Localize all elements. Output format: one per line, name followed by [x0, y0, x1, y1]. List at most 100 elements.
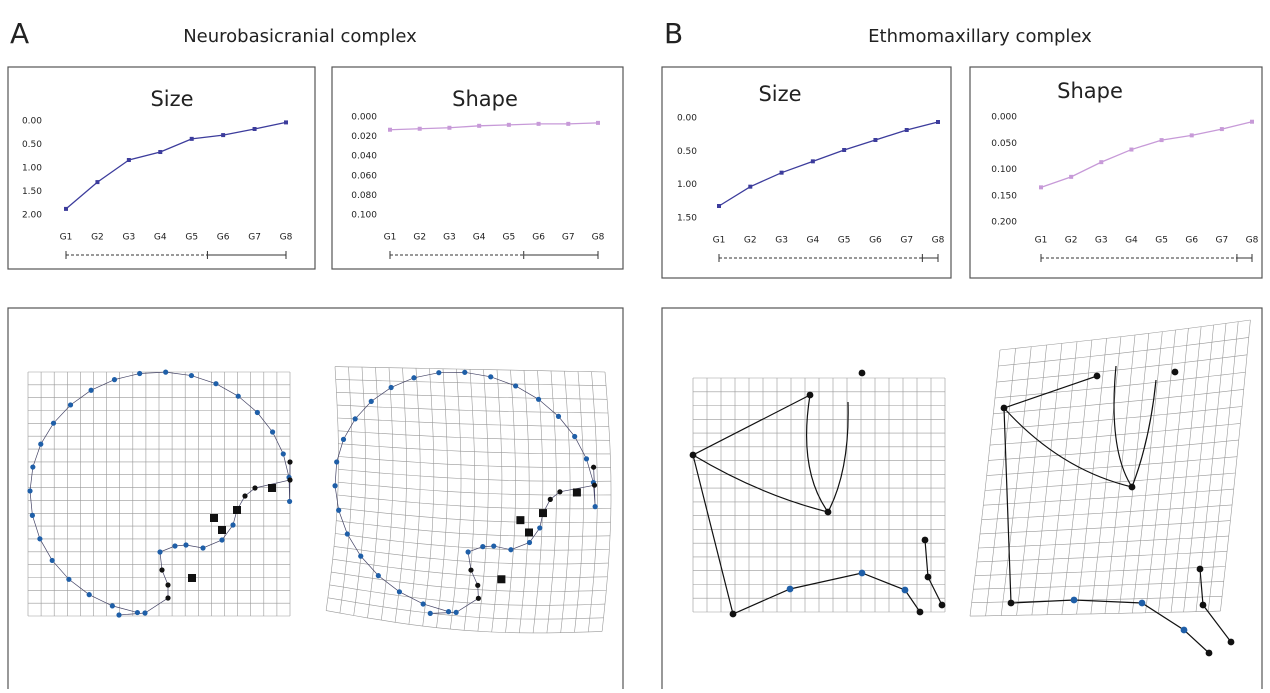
landmark	[111, 376, 118, 383]
landmark	[86, 592, 92, 598]
landmark	[142, 610, 148, 616]
landmark	[924, 573, 932, 581]
landmark	[375, 573, 381, 579]
landmark	[916, 608, 924, 616]
grid-line-deformation	[998, 337, 1249, 367]
x-tick-label: G6	[1185, 236, 1198, 246]
y-tick-label: 0.00	[677, 114, 697, 124]
chart-title: Size	[758, 82, 801, 106]
landmark	[786, 585, 794, 593]
data-point	[810, 159, 815, 164]
chart-title: Size	[150, 87, 193, 111]
landmark	[219, 537, 225, 543]
landmark	[163, 369, 169, 375]
landmark	[1199, 601, 1207, 609]
data-point	[1219, 127, 1224, 132]
grid-line-deformation	[560, 371, 571, 633]
data-point	[1250, 119, 1254, 124]
landmark	[242, 493, 248, 499]
landmark	[1205, 649, 1213, 657]
landmark-square	[233, 506, 241, 514]
grid-line-deformation	[989, 423, 1241, 446]
x-tick-label: G5	[1155, 236, 1168, 246]
x-tick-label: G5	[185, 233, 198, 243]
outline-curve	[29, 371, 291, 616]
y-tick-label: 0.000	[991, 113, 1017, 123]
grid-line-deformation	[408, 368, 421, 625]
grid-line-deformation	[450, 368, 462, 630]
grid-line-deformation	[337, 404, 609, 414]
landmark	[513, 383, 519, 389]
grid-line-deformation	[332, 558, 608, 578]
x-tick-label: G8	[1246, 236, 1259, 246]
y-tick-label: 0.100	[351, 211, 377, 221]
grid-line-deformation	[1076, 338, 1107, 615]
landmark	[420, 601, 426, 607]
chart-frame	[7, 66, 316, 270]
landmark	[340, 436, 347, 442]
data-point	[748, 184, 753, 189]
data-line	[718, 121, 939, 207]
grid-line-deformation	[381, 367, 394, 621]
grid-line-deformation	[335, 379, 607, 386]
x-tick-label: G7	[562, 233, 575, 243]
x-tick-label: G5	[838, 236, 851, 246]
x-tick-label: G8	[280, 233, 293, 243]
landmark	[200, 545, 206, 551]
landmark	[1138, 599, 1146, 607]
data-point	[596, 120, 600, 125]
landmark	[583, 456, 590, 462]
landmark	[591, 482, 598, 488]
landmark	[334, 459, 340, 465]
grid-line-deformation	[338, 456, 611, 468]
grid-line-deformation	[1220, 319, 1251, 612]
x-tick-label: G1	[1035, 236, 1048, 246]
grid-line-deformation	[983, 488, 1234, 506]
grid-line-deformation	[1000, 346, 1032, 616]
data-line	[65, 121, 287, 210]
y-tick-label: 0.040	[351, 152, 377, 162]
panel-letter: A	[10, 17, 29, 50]
landmark	[480, 544, 486, 550]
landmark-square	[218, 526, 226, 534]
landmark	[1000, 404, 1008, 412]
data-point	[64, 206, 68, 211]
landmark	[475, 582, 481, 588]
data-point	[536, 121, 541, 126]
landmark	[116, 612, 122, 618]
grid-line-deformation	[971, 596, 1223, 603]
y-tick-label: 1.00	[677, 180, 697, 190]
y-tick-label: 0.50	[677, 147, 697, 157]
landmark	[388, 384, 394, 391]
grid-line-deformation	[436, 368, 448, 628]
y-tick-label: 0.080	[351, 191, 377, 201]
landmark	[445, 609, 452, 615]
landmark	[165, 582, 171, 588]
landmark	[183, 542, 189, 548]
diagram-frame	[7, 307, 624, 693]
data-point	[779, 170, 784, 175]
chart-frame	[969, 66, 1263, 279]
landmark	[352, 416, 358, 422]
data-point	[158, 150, 163, 155]
x-tick-label: G2	[91, 233, 104, 243]
grid-line-deformation	[334, 366, 606, 373]
chart-frame	[661, 66, 952, 279]
grid-line-deformation	[996, 354, 1248, 383]
grid-line-deformation	[973, 581, 1224, 590]
grid-line-deformation	[331, 571, 607, 592]
landmark	[344, 531, 350, 537]
grid-line-deformation	[974, 566, 1226, 576]
landmark	[535, 396, 542, 402]
landmark	[555, 413, 562, 419]
landmark-square	[268, 484, 276, 492]
x-tick-label: G2	[413, 233, 426, 243]
x-tick-label: G1	[384, 233, 397, 243]
landmark	[1070, 596, 1078, 604]
y-tick-label: 1.50	[22, 187, 42, 197]
grid-line-deformation	[976, 551, 1228, 563]
landmark	[38, 441, 44, 447]
data-point	[477, 123, 482, 128]
landmark	[921, 536, 929, 544]
landmark	[1180, 626, 1188, 634]
